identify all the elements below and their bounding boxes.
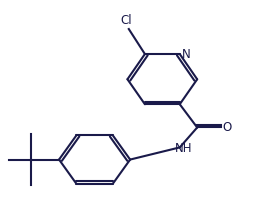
Text: Cl: Cl (120, 14, 132, 27)
Text: O: O (222, 121, 232, 134)
Text: N: N (182, 47, 191, 60)
Text: NH: NH (175, 142, 192, 155)
